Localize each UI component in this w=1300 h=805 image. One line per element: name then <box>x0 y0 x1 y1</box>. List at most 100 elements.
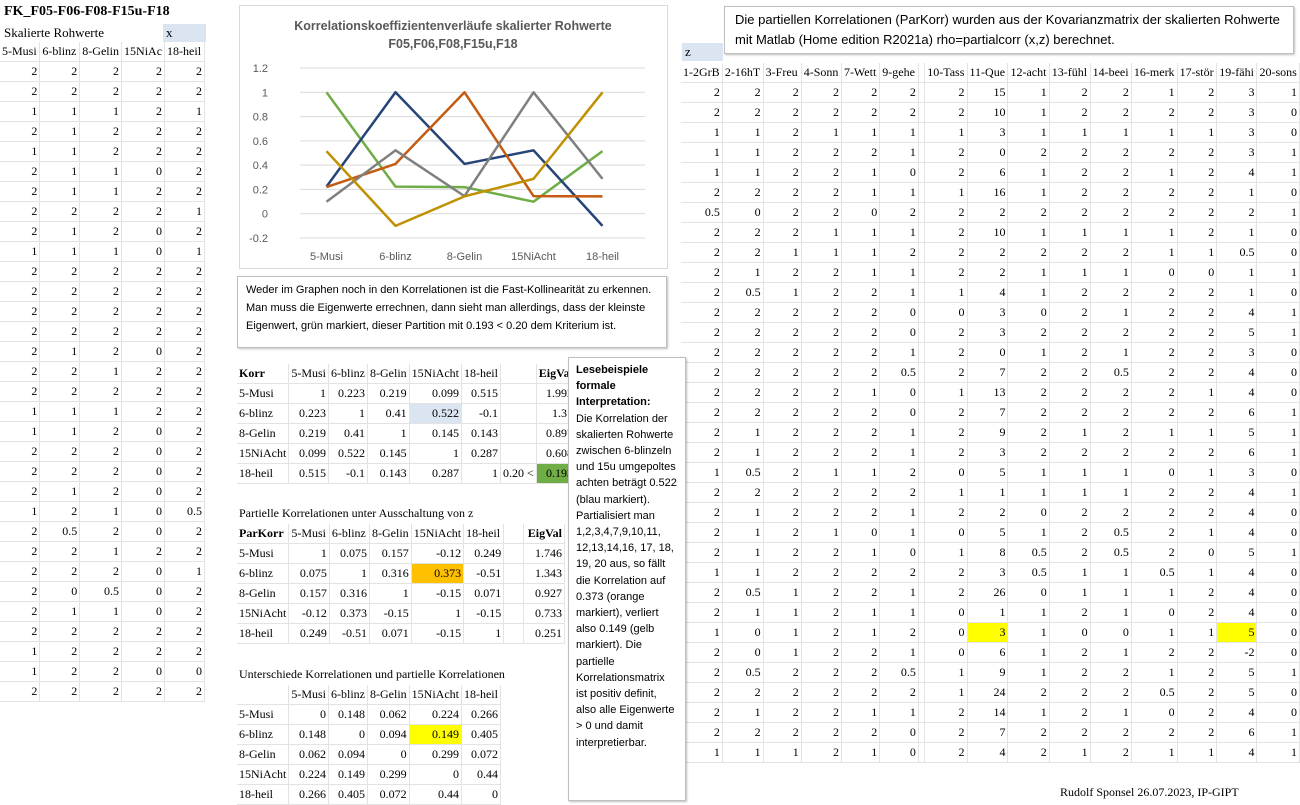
z-cell: 1 <box>967 602 1009 623</box>
z-cell: 1 <box>879 342 919 363</box>
z-cell: 1 <box>1256 402 1300 423</box>
z-cell: 0 <box>924 302 968 323</box>
z-cell: 4 <box>1216 702 1258 723</box>
x-cell: 2 <box>164 321 205 342</box>
x-cell: 1 <box>39 481 81 502</box>
z-cell: 5 <box>1216 662 1258 683</box>
z-cell: 1 <box>967 482 1009 503</box>
x-cell: 1 <box>79 361 123 382</box>
z-cell: 0.5 <box>879 362 919 383</box>
x-cell: 2 <box>121 361 166 382</box>
z-cell: 0 <box>1256 382 1300 403</box>
z-header-cell: 10-Tass <box>924 63 968 83</box>
z-cell: 0 <box>924 602 968 623</box>
z-cell: 1 <box>1090 582 1132 603</box>
z-cell <box>918 202 926 223</box>
parkorr-cell: -0.15 <box>369 603 412 624</box>
z-cell: 2 <box>1131 202 1178 223</box>
x-cell: 1 <box>79 241 123 262</box>
z-cell: 2 <box>1131 722 1178 743</box>
z-cell: 1 <box>1049 582 1091 603</box>
z-cell: 2 <box>1090 102 1132 123</box>
z-cell: 2 <box>841 562 881 583</box>
z-cell <box>918 82 926 103</box>
z-cell: 2 <box>801 402 842 423</box>
z-cell <box>918 702 926 723</box>
z-cell: 2 <box>924 402 968 423</box>
x-cell: 2 <box>39 61 81 82</box>
z-cell: 3 <box>1216 82 1258 103</box>
z-cell: 1 <box>681 562 723 583</box>
z-cell: 1 <box>1007 622 1050 643</box>
z-cell: 2 <box>924 582 968 603</box>
z-cell: 1 <box>1131 622 1178 643</box>
x-header-cell: 5-Musi <box>0 42 41 62</box>
parkorr-cell: 0.249 <box>463 543 505 564</box>
z-cell: 1 <box>1131 122 1178 143</box>
z-header-cell: 11-Que <box>967 63 1009 83</box>
korr-header-cell: 8-Gelin <box>367 364 410 384</box>
parkorr-cell: 0.316 <box>369 563 412 584</box>
z-cell: 2 <box>763 542 802 563</box>
z-cell: 2 <box>801 262 842 283</box>
z-cell: 1 <box>722 602 764 623</box>
z-cell: 1 <box>722 502 764 523</box>
diff-cell: 0.299 <box>409 744 462 765</box>
z-cell: 1 <box>841 222 881 243</box>
z-cell: 1 <box>763 242 802 263</box>
x-cell: 2 <box>164 221 205 242</box>
z-cell: 1 <box>1256 262 1300 283</box>
z-header-cell: 13-fühl <box>1049 63 1091 83</box>
z-cell: 2 <box>1090 162 1132 183</box>
x-cell: 1 <box>164 101 205 122</box>
x-cell: 2 <box>164 81 205 102</box>
z-cell: 1 <box>801 122 842 143</box>
korr-eig-cell: 0.897 <box>536 423 577 444</box>
z-cell: 2 <box>681 182 723 203</box>
z-cell: 0 <box>1256 342 1300 363</box>
z-cell: 2 <box>681 502 723 523</box>
z-cell: 1 <box>763 282 802 303</box>
z-cell: 0.5 <box>1131 682 1178 703</box>
korr-header-cell: 15NiAcht <box>409 364 462 384</box>
z-cell: 1 <box>1131 222 1178 243</box>
parkorr-header-row: ParKorr 5-Musi 6-blinz 8-Gelin 15NiAcht 18-he… <box>237 524 565 544</box>
z-cell: 2 <box>1131 442 1178 463</box>
z-cell: 2 <box>924 202 968 223</box>
z-cell: 0 <box>879 542 919 563</box>
x-cell: 1 <box>39 161 81 182</box>
z-cell: 0 <box>1256 122 1300 143</box>
z-cell: 2 <box>1177 342 1218 363</box>
z-cell: 0 <box>1131 462 1178 483</box>
parkorr-cell: 0.316 <box>329 583 371 604</box>
z-cell: 1 <box>1216 182 1258 203</box>
z-header-cell <box>918 63 926 83</box>
z-row: 2 2 1 1 1 2 2 2 2 2 2 1 1 0.5 0 <box>681 242 1300 263</box>
z-cell: 2 <box>1049 642 1091 663</box>
z-cell: 0 <box>1256 622 1300 643</box>
z-cell: 1 <box>879 642 919 663</box>
parkorr-spacer <box>503 543 525 564</box>
z-cell: 1 <box>1177 462 1218 483</box>
z-cell: 0 <box>924 522 968 543</box>
z-cell: 1 <box>1177 622 1218 643</box>
x-cell: 0 <box>164 661 205 682</box>
z-cell: 1 <box>1256 482 1300 503</box>
z-cell: 2 <box>801 482 842 503</box>
z-cell: 2 <box>763 142 802 163</box>
z-cell: 0 <box>1177 262 1218 283</box>
x-cell: 0 <box>121 521 166 542</box>
parkorr-spacer <box>503 603 525 624</box>
z-cell: 2 <box>1049 82 1091 103</box>
z-cell: 2 <box>924 742 968 763</box>
z-cell: 1 <box>681 162 723 183</box>
x-cell: 2 <box>79 461 123 482</box>
z-row: 2 0.5 1 2 2 1 1 4 1 2 2 2 2 1 0 <box>681 282 1300 303</box>
z-header-cell: 4-Sonn <box>801 63 842 83</box>
x-cell: 2 <box>0 281 41 302</box>
z-cell: 2 <box>801 322 842 343</box>
chart-series-line <box>325 91 604 228</box>
